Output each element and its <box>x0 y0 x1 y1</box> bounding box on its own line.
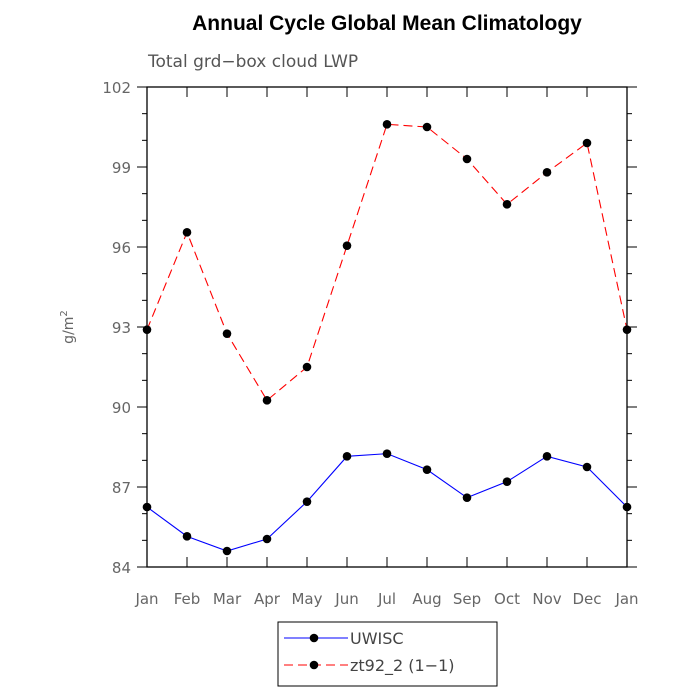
x-tick-label: Jan <box>614 590 638 608</box>
y-tick-label: 96 <box>112 239 131 257</box>
y-tick-label: 84 <box>112 559 131 577</box>
y-tick-label: 90 <box>112 399 131 417</box>
chart-subtitle: Total grd−box cloud LWP <box>147 52 358 72</box>
series-layer <box>142 120 632 556</box>
data-point <box>342 452 352 461</box>
data-point <box>542 168 552 177</box>
data-point <box>462 493 472 502</box>
x-tick-label: Jan <box>134 590 158 608</box>
data-point <box>342 241 352 250</box>
legend-label: UWISC <box>350 629 404 648</box>
x-tick-label: Feb <box>174 590 201 608</box>
data-point <box>262 534 272 544</box>
legend: UWISC zt92_2 (1−1) <box>277 621 498 687</box>
data-point <box>422 465 432 474</box>
plot-frame <box>146 86 628 568</box>
x-tick-label: Oct <box>494 590 520 608</box>
x-tick-label: Nov <box>532 590 561 608</box>
x-tick-label: Mar <box>213 590 242 608</box>
legend-box <box>277 621 498 687</box>
data-point <box>582 462 592 472</box>
data-point <box>502 477 512 486</box>
x-tick-label: Jul <box>377 590 396 608</box>
chart-title: Annual Cycle Global Mean Climatology <box>192 12 582 35</box>
x-tick-label: Apr <box>254 590 281 608</box>
data-point <box>542 452 552 461</box>
legend-marker <box>309 633 319 643</box>
data-point <box>302 362 312 372</box>
axis-ticks: Jan Feb Mar Apr May Jun Jul Aug Sep Oct Nov Dec Jan8… <box>102 79 638 608</box>
x-tick-label: Dec <box>572 590 601 608</box>
y-tick-label: 93 <box>112 319 131 337</box>
svg-text:g/m2: g/m2 <box>59 310 77 344</box>
legend-marker <box>309 660 319 670</box>
data-point <box>462 154 472 164</box>
data-point <box>182 228 192 237</box>
data-point <box>422 122 432 132</box>
y-axis-label: g/m2 <box>59 310 77 344</box>
data-point <box>222 546 232 556</box>
data-point <box>382 120 392 129</box>
data-point <box>182 532 192 541</box>
data-point <box>262 396 272 405</box>
data-point <box>582 138 592 148</box>
data-point <box>502 200 512 209</box>
series-line-0 <box>146 453 628 552</box>
data-point <box>382 449 392 458</box>
y-axis-label-text: g/m <box>61 317 77 344</box>
legend-label: zt92_2 (1−1) <box>350 656 455 676</box>
data-point <box>302 497 312 506</box>
x-tick-label: Sep <box>453 590 481 608</box>
series-line-1 <box>146 123 628 402</box>
data-point <box>222 329 232 338</box>
y-axis-label-superscript: 2 <box>59 310 70 316</box>
x-tick-label: Aug <box>412 590 441 608</box>
y-tick-label: 87 <box>112 479 131 497</box>
y-tick-label: 99 <box>112 159 131 177</box>
y-tick-label: 102 <box>102 79 131 97</box>
x-tick-label: May <box>291 590 322 608</box>
x-tick-label: Jun <box>334 590 358 608</box>
